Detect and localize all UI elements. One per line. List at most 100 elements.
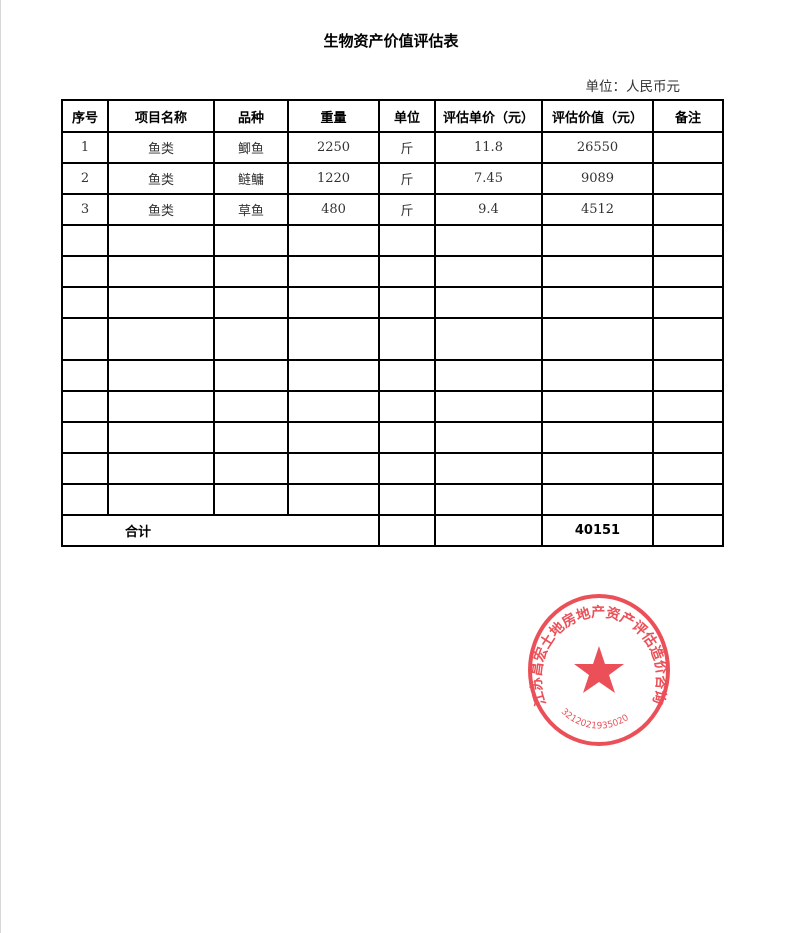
empty-cell: [107, 317, 215, 361]
seal-ring: [528, 594, 670, 746]
cell-remark: [652, 162, 724, 195]
empty-cell: [61, 317, 109, 361]
empty-cell: [434, 255, 543, 288]
empty-cell: [541, 286, 654, 319]
cell-item-name: 鱼类: [107, 193, 215, 226]
empty-cell: [541, 224, 654, 257]
empty-cell: [541, 421, 654, 454]
empty-cell: [61, 421, 109, 454]
empty-cell: [541, 255, 654, 288]
empty-cell: [378, 255, 436, 288]
cell-seq: 3: [61, 193, 109, 226]
total-label: 合计: [61, 514, 380, 547]
cell-seq: 1: [61, 131, 109, 164]
empty-cell: [61, 452, 109, 485]
cell-unit-price: 11.8: [434, 131, 543, 164]
empty-cell: [378, 359, 436, 392]
col-header: 单位: [378, 99, 436, 133]
empty-row: [61, 421, 724, 454]
header-row: 序号 项目名称 品种 重量 单位 评估单价（元） 评估价值（元） 备注: [61, 99, 724, 133]
cell-weight: 1220: [287, 162, 380, 195]
empty-cell: [434, 421, 543, 454]
empty-cell: [61, 390, 109, 423]
col-header: 品种: [213, 99, 289, 133]
total-value: 40151: [541, 514, 654, 547]
empty-cell: [434, 390, 543, 423]
empty-cell: [287, 452, 380, 485]
col-header: 序号: [61, 99, 109, 133]
empty-cell: [107, 390, 215, 423]
page-edge: [0, 0, 1, 933]
empty-cell: [287, 483, 380, 516]
empty-cell: [213, 359, 289, 392]
cell-remark: [652, 131, 724, 164]
empty-cell: [434, 483, 543, 516]
cell-unit-price: 9.4: [434, 193, 543, 226]
star-icon: [574, 646, 624, 693]
empty-cell: [213, 483, 289, 516]
empty-cell: [378, 452, 436, 485]
empty-cell: [287, 421, 380, 454]
empty-cell: [434, 452, 543, 485]
cell-unit: 斤: [378, 193, 436, 226]
empty-cell: [652, 255, 724, 288]
col-header: 重量: [287, 99, 380, 133]
empty-cell: [213, 286, 289, 319]
empty-cell: [541, 359, 654, 392]
empty-cell: [107, 483, 215, 516]
empty-cell: [287, 390, 380, 423]
company-seal: 江苏昌宏土地房地产资产评估造价咨询有限公司 3212021935020: [526, 592, 670, 746]
cell-remark: [652, 193, 724, 226]
empty-cell: [378, 421, 436, 454]
empty-cell: [652, 359, 724, 392]
empty-cell: [434, 317, 543, 361]
col-header: 备注: [652, 99, 724, 133]
empty-row: [61, 255, 724, 288]
cell-seq: 2: [61, 162, 109, 195]
empty-cell: [378, 390, 436, 423]
empty-cell: [107, 359, 215, 392]
cell-value: 9089: [541, 162, 654, 195]
table-row: 2 鱼类 鲢鳙 1220 斤 7.45 9089: [61, 162, 724, 195]
cell-variety: 鲢鳙: [213, 162, 289, 195]
empty-cell: [213, 317, 289, 361]
empty-cell: [61, 224, 109, 257]
empty-cell: [213, 224, 289, 257]
empty-cell: [213, 421, 289, 454]
col-header: 项目名称: [107, 99, 215, 133]
seal-code: 3212021935020: [559, 707, 631, 732]
col-header: 评估价值（元）: [541, 99, 654, 133]
cell-unit: 斤: [378, 131, 436, 164]
cell-value: 4512: [541, 193, 654, 226]
empty-cell: [61, 359, 109, 392]
empty-cell: [541, 317, 654, 361]
empty-cell: [434, 286, 543, 319]
empty-row: [61, 359, 724, 392]
empty-cell: [107, 255, 215, 288]
empty-cell: [652, 390, 724, 423]
empty-cell: [61, 483, 109, 516]
empty-row: [61, 224, 724, 257]
total-row: 合计 40151: [61, 514, 724, 547]
empty-cell: [652, 452, 724, 485]
empty-cell: [652, 224, 724, 257]
empty-row: [61, 390, 724, 423]
empty-cell: [434, 359, 543, 392]
cell-weight: 480: [287, 193, 380, 226]
assessment-table: 序号 项目名称 品种 重量 单位 评估单价（元） 评估价值（元） 备注 1 鱼类 鲫…: [61, 99, 724, 547]
empty-cell: [107, 286, 215, 319]
empty-cell: [652, 421, 724, 454]
empty-cell: [107, 224, 215, 257]
empty-row: [61, 317, 724, 361]
empty-cell: [287, 286, 380, 319]
cell-variety: 鲫鱼: [213, 131, 289, 164]
cell-value: 26550: [541, 131, 654, 164]
empty-cell: [287, 317, 380, 361]
empty-cell: [287, 224, 380, 257]
empty-cell: [213, 390, 289, 423]
empty-cell: [107, 452, 215, 485]
empty-cell: [378, 483, 436, 516]
empty-cell: [652, 317, 724, 361]
empty-cell: [652, 514, 724, 547]
empty-cell: [61, 255, 109, 288]
